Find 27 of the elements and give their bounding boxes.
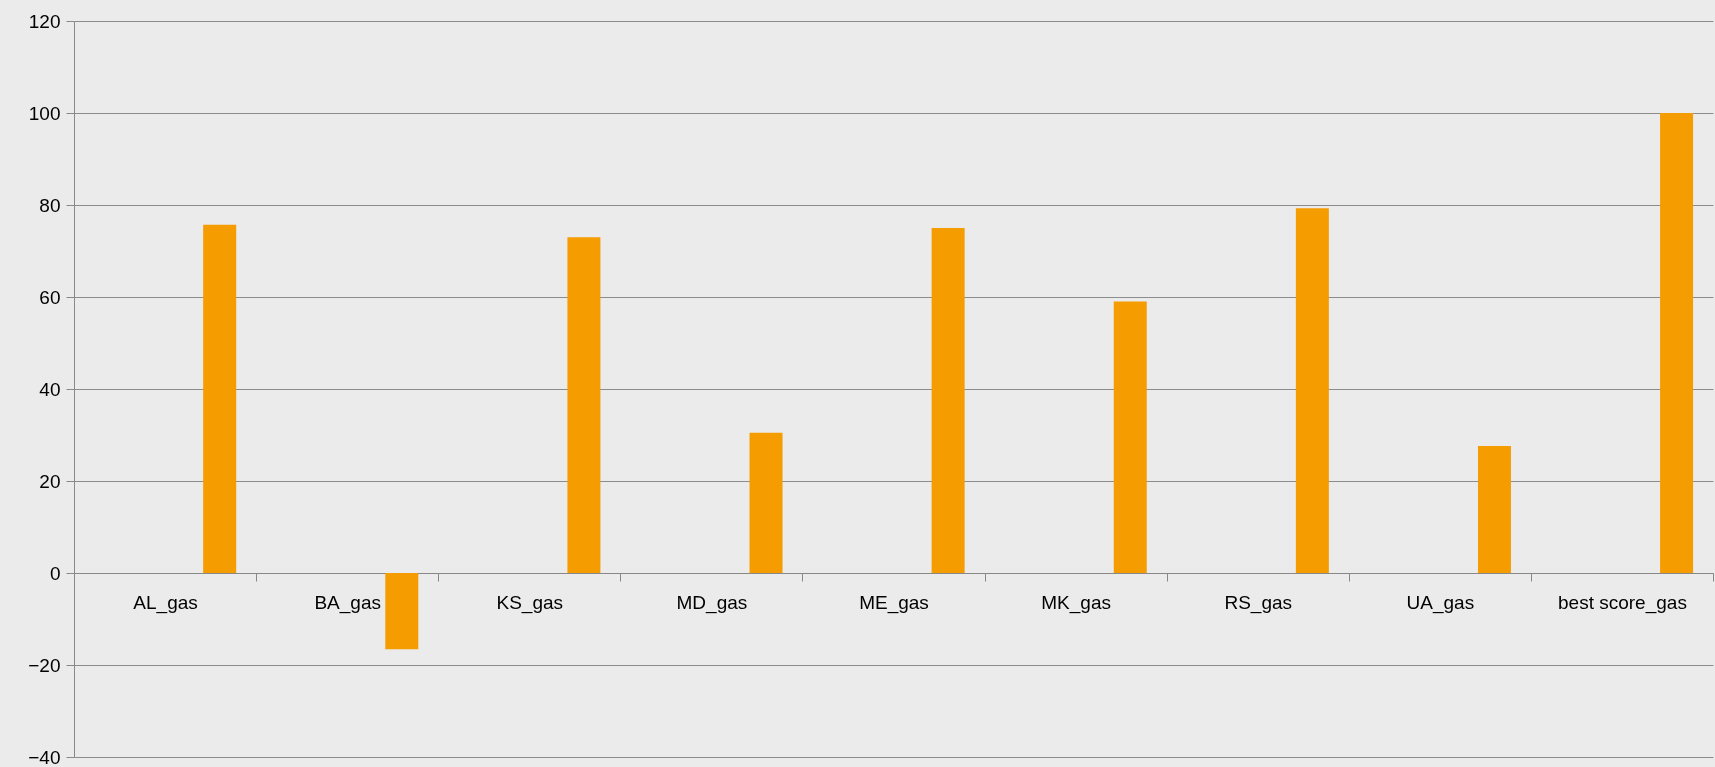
- x-tick-label: best score_gas: [1558, 591, 1687, 614]
- bar: [931, 228, 965, 573]
- y-tick-label: −40: [28, 746, 61, 767]
- bar: [1660, 113, 1694, 573]
- x-tick-label: UA_gas: [1406, 591, 1475, 614]
- x-tick-label: BA_gas: [314, 591, 381, 614]
- bar: [567, 237, 601, 573]
- y-tick-label: 40: [39, 378, 61, 400]
- bar: [749, 432, 783, 573]
- bar: [1295, 208, 1329, 573]
- x-tick-label: ME_gas: [859, 591, 929, 614]
- bar: [203, 224, 237, 573]
- x-tick-label: AL_gas: [133, 591, 198, 614]
- x-tick-label: KS_gas: [496, 591, 564, 614]
- bar: [1477, 446, 1511, 573]
- bar: [1113, 301, 1147, 573]
- y-tick-label: 120: [28, 10, 61, 32]
- bar: [385, 573, 419, 650]
- y-tick-label: 100: [28, 102, 61, 124]
- y-tick-label: −20: [28, 654, 61, 676]
- y-tick-label: 80: [39, 194, 61, 216]
- x-tick-label: MK_gas: [1041, 591, 1111, 614]
- x-tick-label: MD_gas: [676, 591, 748, 614]
- y-tick-label: 20: [39, 470, 61, 492]
- x-tick-label: RS_gas: [1224, 591, 1293, 614]
- y-tick-label: 0: [49, 562, 61, 584]
- y-tick-label: 60: [39, 286, 61, 308]
